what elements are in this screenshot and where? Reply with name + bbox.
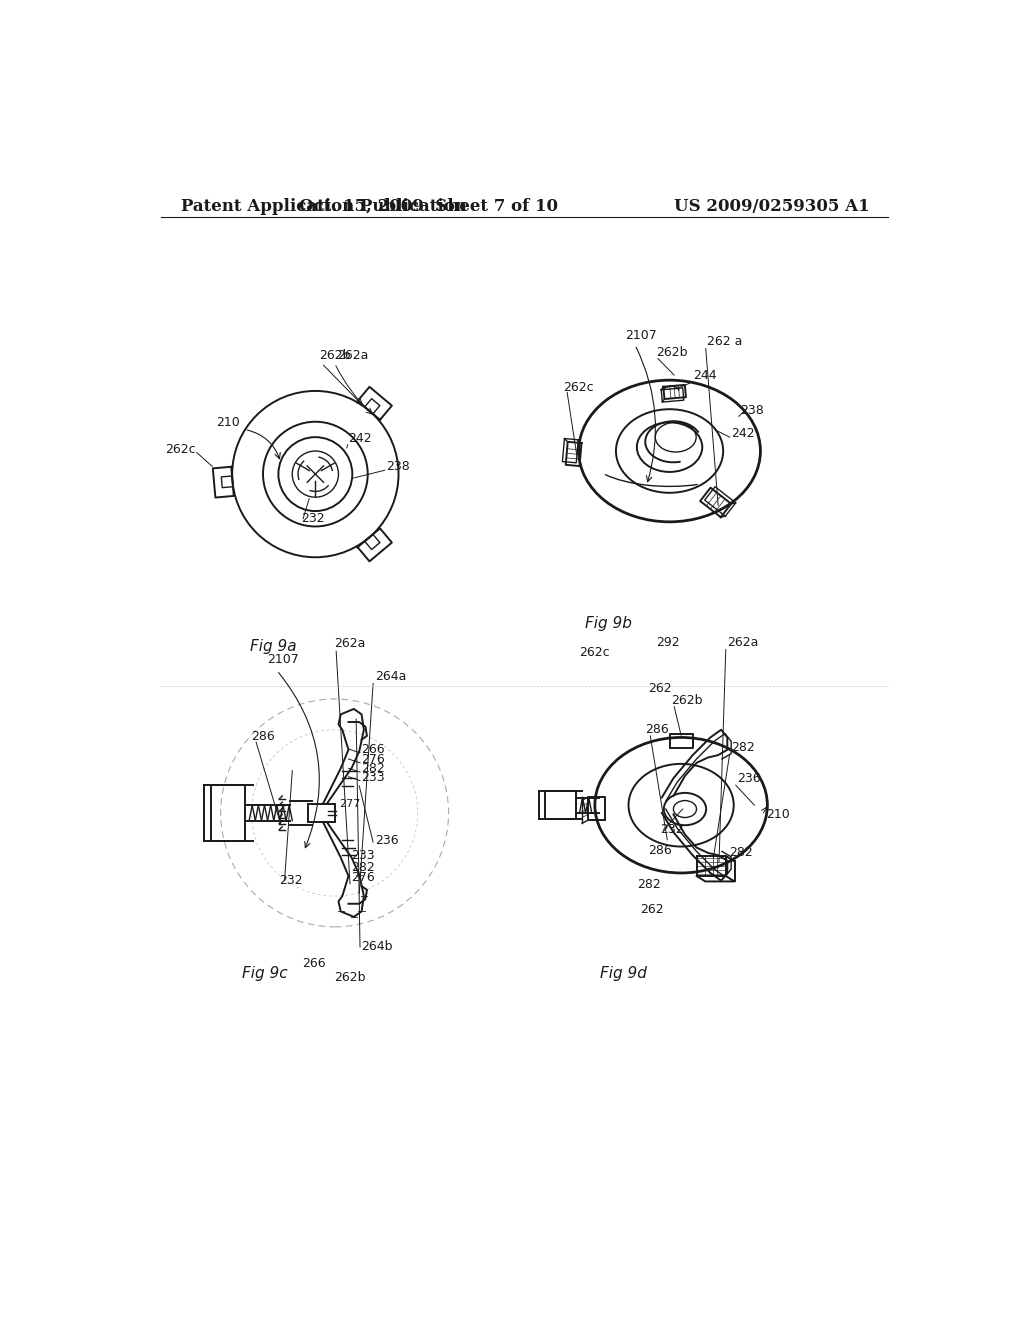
Text: 262b: 262b xyxy=(319,348,350,362)
Text: 232: 232 xyxy=(301,512,326,525)
Text: Patent Application Publication: Patent Application Publication xyxy=(180,198,467,215)
Text: 276: 276 xyxy=(351,871,376,883)
Text: 266: 266 xyxy=(302,957,326,970)
Text: 292: 292 xyxy=(655,636,679,649)
Text: 236: 236 xyxy=(737,772,761,785)
Text: 262a: 262a xyxy=(337,348,369,362)
Text: 264a: 264a xyxy=(375,671,407,684)
Text: 262c: 262c xyxy=(166,442,196,455)
Bar xyxy=(307,804,335,822)
Text: 282: 282 xyxy=(351,861,376,874)
Text: 282: 282 xyxy=(731,742,755,754)
Text: 2107: 2107 xyxy=(267,653,299,665)
Text: 276: 276 xyxy=(361,752,385,766)
Text: 233: 233 xyxy=(351,849,375,862)
Text: 233: 233 xyxy=(361,771,385,784)
Text: 2107: 2107 xyxy=(625,330,656,342)
Text: 262 a: 262 a xyxy=(707,335,742,347)
Text: 266: 266 xyxy=(361,743,385,756)
Text: 232: 232 xyxy=(280,874,303,887)
Text: Oct. 15, 2009  Sheet 7 of 10: Oct. 15, 2009 Sheet 7 of 10 xyxy=(299,198,558,215)
Text: 210: 210 xyxy=(766,808,790,821)
Text: 232: 232 xyxy=(660,822,684,836)
Text: 282: 282 xyxy=(730,846,754,859)
Bar xyxy=(545,792,575,818)
Text: 262: 262 xyxy=(640,903,664,916)
Text: 277: 277 xyxy=(339,799,360,809)
Text: 286: 286 xyxy=(252,730,275,743)
Text: 262a: 262a xyxy=(727,636,759,649)
Text: 242: 242 xyxy=(348,432,372,445)
Text: 282: 282 xyxy=(637,878,660,891)
Text: US 2009/0259305 A1: US 2009/0259305 A1 xyxy=(674,198,869,215)
Text: 286: 286 xyxy=(648,843,672,857)
Text: 242: 242 xyxy=(731,428,755,440)
Text: Fig 9d: Fig 9d xyxy=(600,966,647,982)
Text: Fig 9b: Fig 9b xyxy=(585,616,632,631)
Text: 262: 262 xyxy=(648,682,672,696)
Text: 262b: 262b xyxy=(335,970,367,983)
Text: 236: 236 xyxy=(375,834,398,846)
Text: Fig 9a: Fig 9a xyxy=(250,639,297,655)
Text: 262b: 262b xyxy=(671,693,702,706)
Text: 238: 238 xyxy=(740,404,764,417)
Text: 286: 286 xyxy=(645,723,669,735)
Text: 262c: 262c xyxy=(579,645,609,659)
Text: 264b: 264b xyxy=(361,940,393,953)
Text: 210: 210 xyxy=(216,416,240,429)
Text: 238: 238 xyxy=(386,461,410,474)
Text: 262a: 262a xyxy=(335,638,366,651)
Text: 244: 244 xyxy=(692,370,716,383)
Text: Fig 9c: Fig 9c xyxy=(243,966,288,982)
Text: 262c: 262c xyxy=(563,381,594,393)
Text: 262b: 262b xyxy=(655,346,687,359)
Text: 282: 282 xyxy=(361,762,385,775)
